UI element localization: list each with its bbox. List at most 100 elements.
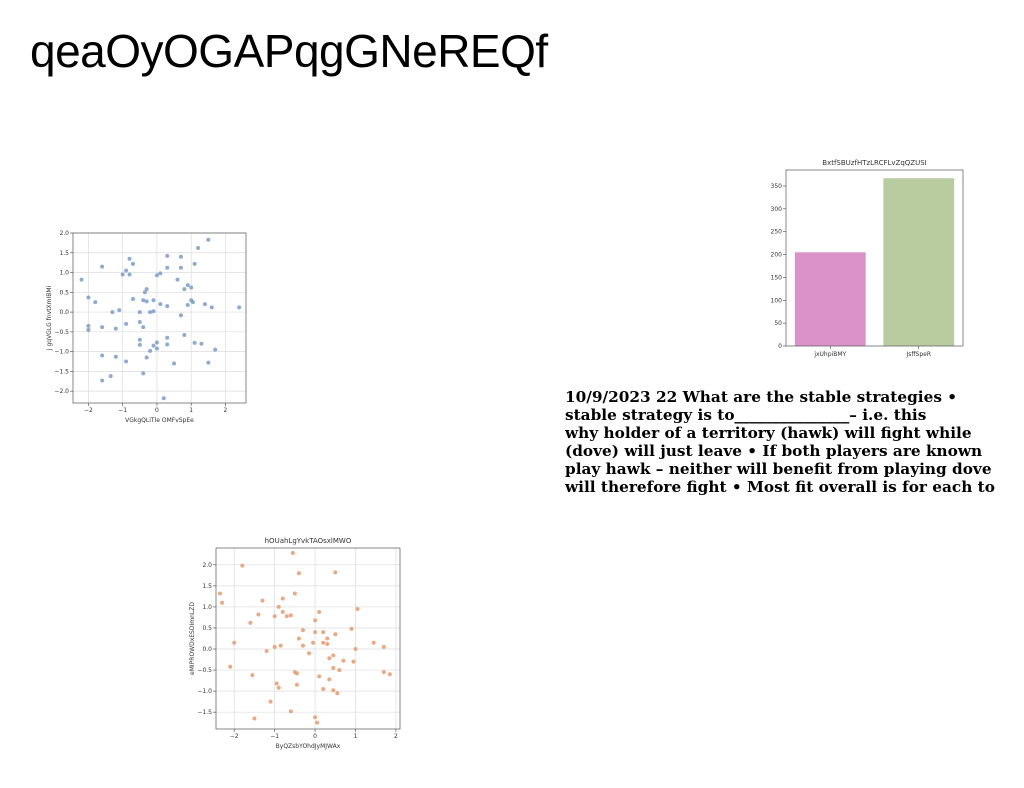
- scatter-point: [165, 335, 170, 340]
- y-tick-label: 0.0: [59, 309, 69, 316]
- scatter-point: [288, 709, 293, 714]
- scatter-point: [86, 295, 91, 300]
- scatter-point: [237, 305, 242, 310]
- scatter-point: [256, 612, 261, 617]
- y-tick-label: −1.0: [54, 349, 69, 356]
- bar: [794, 252, 866, 346]
- plot-frame: [215, 547, 401, 730]
- x-tick-label: 0: [313, 733, 317, 740]
- y-axis-label: eMIPROWDxESDImnLZD: [189, 602, 196, 675]
- scatter-point: [142, 290, 147, 295]
- y-tick-label: 100: [771, 297, 783, 304]
- x-tick-label: −1: [118, 407, 127, 414]
- y-tick-label: 1.0: [59, 270, 69, 277]
- scatter-point: [154, 273, 159, 278]
- scatter-point: [209, 305, 214, 310]
- y-tick-label: 1.5: [59, 250, 69, 257]
- x-tick-label: 2: [224, 407, 228, 414]
- scatter-point: [196, 246, 201, 251]
- scatter-point: [148, 310, 153, 315]
- scatter-point: [124, 321, 129, 326]
- scatter-point: [165, 265, 170, 270]
- scatter-svg: hOUahLgYvkTAOsxlMWO −2 −1 0 1 2 −1.5 −1.0 −0.5 0.…: [189, 537, 401, 750]
- y-tick-label: −1.0: [197, 688, 212, 695]
- y-tick-label: 0: [778, 343, 782, 350]
- scatter-point: [154, 340, 159, 345]
- y-tick-label: −2.0: [54, 388, 69, 395]
- scatter-point: [355, 607, 360, 612]
- scatter-point: [100, 378, 105, 383]
- plot-frame: [72, 232, 247, 404]
- scatter-point: [151, 298, 156, 303]
- y-tick-label: 250: [771, 229, 783, 236]
- scatter-point: [228, 664, 233, 669]
- scatter-point: [124, 359, 129, 364]
- y-tick-label: 1.5: [202, 583, 212, 590]
- scatter-point: [321, 630, 326, 635]
- scatter-point: [130, 261, 135, 266]
- scatter-point: [172, 361, 177, 366]
- x-tick-label: −2: [84, 407, 93, 414]
- y-tick-label: 50: [774, 320, 782, 327]
- scatter-point: [175, 277, 180, 282]
- scatter-point: [294, 671, 299, 676]
- scatter-point: [311, 640, 316, 645]
- scatter-point: [290, 551, 295, 556]
- scatter-point: [315, 720, 320, 725]
- scatter-point: [250, 673, 255, 678]
- y-tick-label: 0.5: [59, 289, 69, 296]
- scatter-point: [300, 643, 305, 648]
- y-tick-label: −1.5: [54, 368, 69, 375]
- scatter-point: [141, 298, 146, 303]
- scatter-point: [120, 272, 125, 277]
- scatter-point: [213, 347, 218, 352]
- scatter-point: [130, 297, 135, 302]
- scatter-point: [161, 396, 166, 401]
- scatter-point: [185, 302, 190, 307]
- scatter-point: [137, 319, 142, 324]
- scatter-point: [294, 682, 299, 687]
- scatter-point: [154, 346, 159, 351]
- scatter-point: [158, 271, 163, 276]
- scatter-point: [341, 658, 346, 663]
- scatter-point: [165, 253, 170, 258]
- page-title: qeaOyOGAPqgGNeREQf: [30, 25, 548, 77]
- y-tick-label: 200: [771, 252, 783, 259]
- scatter-point: [86, 323, 91, 328]
- scatter-point: [321, 687, 326, 692]
- y-tick-label: 0.5: [202, 625, 212, 632]
- scatter-point: [381, 644, 386, 649]
- scatter-point: [307, 651, 312, 656]
- scatter-point: [124, 268, 129, 273]
- scatter-point: [110, 310, 115, 315]
- x-tick-label: jxUhpiBMY: [813, 351, 846, 358]
- y-tick-label: 350: [771, 183, 783, 190]
- scatter-point: [260, 598, 265, 603]
- scatter-point: [274, 681, 279, 686]
- scatter-point: [248, 620, 253, 625]
- scatter-point: [93, 300, 98, 305]
- scatter-point: [178, 265, 183, 270]
- scatter-point: [272, 614, 277, 619]
- scatter-point: [141, 325, 146, 330]
- scatter-point: [137, 342, 142, 347]
- chart-title: BxtfSBUzfHTzLRCFLvZqQZUSI: [822, 159, 926, 167]
- x-axis-label: ByQZsbYOhdJyMJWAx: [276, 743, 341, 750]
- scatter-point: [108, 374, 113, 379]
- scatter-point: [206, 360, 211, 365]
- scatter-point: [288, 613, 293, 618]
- scatter-point: [141, 371, 146, 376]
- scatter-point: [313, 715, 318, 720]
- chart-title: hOUahLgYvkTAOsxlMWO: [265, 537, 352, 545]
- scatter-point: [272, 644, 277, 649]
- plot-frame: [785, 169, 964, 347]
- notes-line: stable strategy is to_______________– i.…: [565, 406, 927, 424]
- scatter-point: [144, 287, 149, 292]
- scatter-point: [351, 659, 356, 664]
- y-tick-label: 150: [771, 274, 783, 281]
- scatter-point: [296, 636, 301, 641]
- scatter-point: [284, 614, 289, 619]
- scatter-point: [182, 287, 187, 292]
- scatter-point: [100, 353, 105, 358]
- scatter-point: [280, 596, 285, 601]
